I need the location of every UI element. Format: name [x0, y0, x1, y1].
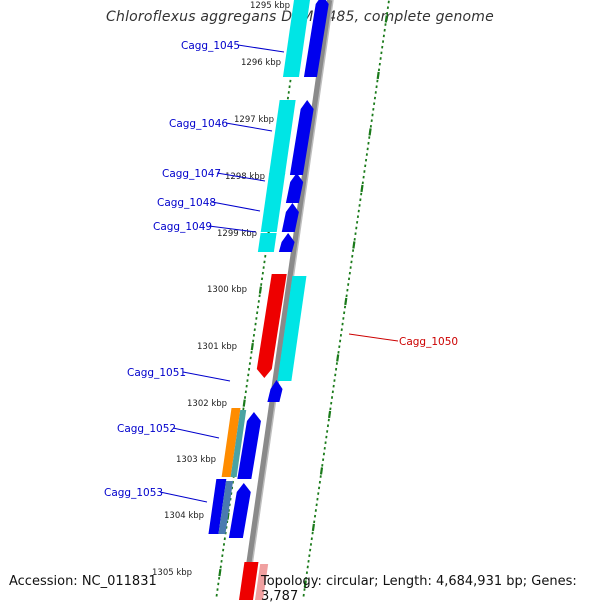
major-tick [378, 72, 379, 79]
scale-label: 1303 kbp [176, 455, 216, 465]
major-tick [252, 343, 253, 350]
reverse-cds-arrow [239, 562, 258, 600]
gene-track-feature [265, 173, 285, 203]
gene-label: Cagg_1045 [181, 40, 240, 52]
major-tick [370, 128, 371, 135]
gene-label-leader [349, 334, 398, 341]
scale-label: 1297 kbp [234, 115, 274, 125]
gene-track-feature [258, 233, 277, 252]
major-tick [353, 241, 354, 248]
major-tick [244, 400, 245, 407]
scale-label: 1295 kbp [250, 1, 290, 11]
gene-label: Cagg_1050 [399, 336, 458, 348]
gene-label-leader [183, 372, 230, 381]
gene-label-leader [238, 45, 284, 52]
gene-label-leader [173, 428, 219, 438]
gene-label: Cagg_1046 [169, 118, 228, 130]
major-tick [329, 411, 330, 418]
scale-label: 1296 kbp [241, 58, 281, 68]
gene-track-feature [261, 203, 281, 232]
major-tick [260, 287, 261, 294]
major-tick [361, 185, 362, 192]
forward-cds-arrow [279, 233, 295, 252]
gene-label: Cagg_1047 [162, 168, 221, 180]
gene-label: Cagg_1053 [104, 487, 163, 499]
major-tick [313, 524, 314, 531]
major-tick [345, 298, 346, 305]
major-tick [321, 467, 322, 474]
major-tick [219, 569, 220, 576]
gene-label: Cagg_1052 [117, 423, 176, 435]
gene-label: Cagg_1051 [127, 367, 186, 379]
scale-label: 1301 kbp [197, 342, 237, 352]
major-tick [337, 354, 338, 361]
scale-label: 1304 kbp [164, 511, 204, 521]
gene-track-feature [269, 100, 296, 175]
forward-cds-arrow [229, 483, 251, 538]
genome-backbone [244, 0, 330, 600]
gene-label-leader [160, 492, 207, 502]
accession-label: Accession: NC_011831 [9, 574, 157, 589]
scale-label: 1305 kbp [152, 568, 192, 578]
gene-label-leader [212, 202, 260, 211]
scale-label: 1299 kbp [217, 229, 257, 239]
scale-label: 1302 kbp [187, 399, 227, 409]
scale-label: 1300 kbp [207, 285, 247, 295]
gene-label: Cagg_1049 [153, 221, 212, 233]
gene-label: Cagg_1048 [157, 197, 216, 209]
major-tick [386, 15, 387, 22]
forward-cds-arrow [267, 380, 282, 402]
